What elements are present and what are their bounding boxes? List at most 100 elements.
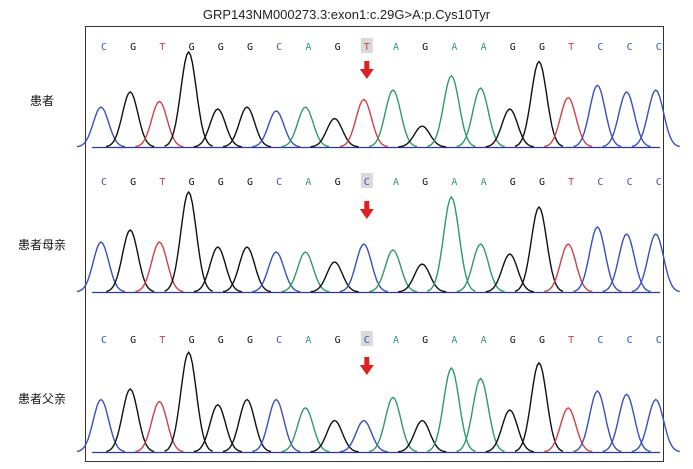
base-call-letter: A [451,42,457,53]
trace-peak [485,253,534,293]
base-call-letter: G [218,42,224,53]
base-call-letter: C [627,177,633,188]
variant-arrow-icon [359,209,374,219]
trace-peak [222,106,272,148]
trace-peak [222,246,272,293]
trace-peak [135,241,184,293]
trace-peak [602,90,651,148]
trace-peak [602,233,651,293]
panel-label-patient: 患者 [29,94,54,108]
trace-peak [544,243,593,293]
trace-peak [106,388,155,453]
trace-peak [339,243,388,293]
trace-peak [398,419,447,453]
trace-peak [573,84,622,148]
trace-peak [193,108,242,148]
base-call-letter: G [422,177,428,188]
trace-peak [252,251,301,293]
trace-peak [427,366,476,452]
base-call-letter: A [481,42,487,53]
trace-peak [106,90,155,148]
base-call-letter: G [510,177,516,188]
variant-highlight [360,331,373,346]
trace-peak [106,229,155,293]
base-call-letter: A [305,177,311,188]
base-call-letter: G [130,42,136,53]
trace-peak [485,409,534,453]
base-call-letter: G [247,177,253,188]
base-call-letter: G [510,42,516,53]
trace-peak [135,400,184,453]
trace-peak [281,407,330,453]
trace-peak [76,398,126,453]
variant-highlight [360,38,373,53]
trace-peak [281,251,330,293]
base-call-letter: A [305,42,311,53]
base-call-letter: G [189,335,195,346]
base-call-letter: T [568,42,574,53]
variant-arrow-shaft [364,61,370,70]
base-call-letter: G [247,335,253,346]
base-call-letter: G [130,177,136,188]
base-call-letter: C [597,177,603,188]
variant-arrow-icon [359,365,374,375]
base-call-letter: G [189,42,195,53]
base-call-letter: A [305,335,311,346]
trace-peak [135,100,184,148]
base-call-letter: T [159,177,165,188]
base-call-letter: C [101,335,107,346]
trace-peak [310,261,359,293]
variant-arrow-icon [359,69,374,79]
base-call-letter: G [247,42,253,53]
base-call-letter: A [393,177,399,188]
trace-peak [631,398,680,453]
trace-peak [573,226,622,293]
base-call-letter: C [276,177,282,188]
base-call-letter: G [189,177,195,188]
trace-peak [602,393,651,453]
trace-peak [193,403,242,453]
base-call-letter: C [597,42,603,53]
chart-title: GRP143NM000273.3:exon1:c.29G>A:p.Cys10Ty… [202,7,491,22]
trace-peak [222,398,272,453]
base-call-letter: C [276,42,282,53]
base-call-letter: T [159,335,165,346]
trace-peak [281,106,330,148]
trace-peak [310,117,359,148]
base-call-letter: C [101,42,107,53]
trace-peak [631,233,680,293]
trace-peak [456,87,505,148]
panel-label-father: 患者父亲 [17,392,66,406]
base-call-letter: A [481,177,487,188]
trace-peak [339,98,388,148]
variant-highlight [360,173,373,188]
trace-peak [368,89,418,148]
base-call-letter: G [510,335,516,346]
base-call-letter: C [597,335,603,346]
base-call-letter: G [130,335,136,346]
trace-peak [544,407,593,453]
base-call-letter: C [656,335,662,346]
base-call-letter: C [627,42,633,53]
trace-peak [573,390,622,453]
trace-peak [193,246,242,293]
variant-arrow-shaft [364,357,370,366]
base-call-letter: T [568,177,574,188]
trace-peak [339,419,388,453]
trace-peak [398,263,447,293]
base-call-letter: A [393,335,399,346]
base-call-letter: C [101,177,107,188]
base-call-letter: G [539,335,545,346]
base-call-letter: C [276,335,282,346]
panel-label-mother: 患者母亲 [17,238,66,252]
base-call-letter: G [218,177,224,188]
base-call-letter: G [539,177,545,188]
base-call-letter: G [335,42,341,53]
base-call-letter: C [364,177,370,188]
base-call-letter: C [656,177,662,188]
trace-peak [252,110,301,148]
trace-peak [76,106,126,148]
trace-peak [631,89,680,148]
base-call-letter: A [481,335,487,346]
